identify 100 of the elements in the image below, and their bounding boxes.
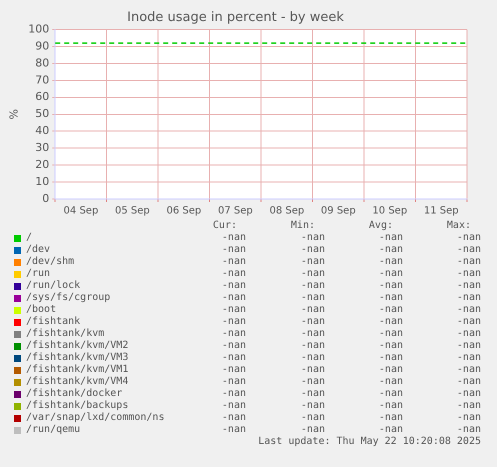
y-tick-label: 70 <box>35 73 50 86</box>
text: -nan <box>300 376 325 388</box>
text: -nan <box>300 304 325 316</box>
y-tick-label: 80 <box>35 56 50 70</box>
text: -nan <box>222 352 246 364</box>
text: Min: <box>290 220 315 232</box>
legend-label: /run/lock <box>26 280 80 292</box>
text: -nan <box>456 412 481 424</box>
text: -nan <box>300 316 325 328</box>
text: -nan <box>378 412 403 424</box>
text: -nan <box>222 400 246 412</box>
text: -nan <box>222 232 246 244</box>
text: -nan <box>300 340 325 352</box>
text: -nan <box>456 424 481 436</box>
text: -nan <box>378 232 403 244</box>
text: Last update: Thu May 22 10:20:08 2025 <box>258 436 481 448</box>
text: -nan <box>378 364 403 376</box>
text: -nan <box>222 328 246 340</box>
text: -nan <box>378 292 403 304</box>
text: -nan <box>456 280 481 292</box>
text: -nan <box>456 400 481 412</box>
text: -nan <box>300 400 325 412</box>
text: -nan <box>300 364 325 376</box>
legend-label: /fishtank/kvm/VM4 <box>26 376 128 388</box>
text: -nan <box>378 352 403 364</box>
text: Avg: <box>368 220 393 232</box>
text: -nan <box>222 412 246 424</box>
text: -nan <box>378 304 403 316</box>
y-tick-label: 60 <box>35 90 50 104</box>
text: -nan <box>378 424 403 436</box>
text: -nan <box>378 328 403 340</box>
legend-label: /fishtank/kvm/VM2 <box>26 340 128 352</box>
legend-label: /run <box>26 268 50 280</box>
legend-label: /fishtank <box>26 316 80 328</box>
x-tick-label: 06 Sep <box>166 206 202 217</box>
y-tick-label: 20 <box>35 158 50 171</box>
text: -nan <box>300 292 325 304</box>
text: -nan <box>378 316 403 328</box>
text: -nan <box>222 256 246 268</box>
text: -nan <box>456 316 481 328</box>
y-tick-label: 30 <box>35 141 50 154</box>
y-tick-label: 40 <box>35 124 50 138</box>
y-axis-title: % <box>7 109 20 120</box>
text: -nan <box>378 268 403 280</box>
text: -nan <box>222 244 246 256</box>
text: -nan <box>222 364 246 376</box>
text: -nan <box>222 376 246 388</box>
text: -nan <box>456 232 481 244</box>
text: -nan <box>456 328 481 340</box>
legend-label: /fishtank/kvm <box>26 328 104 340</box>
text: -nan <box>378 244 403 256</box>
text: -nan <box>300 256 325 268</box>
text: -nan <box>222 340 246 352</box>
text: -nan <box>378 340 403 352</box>
text: -nan <box>456 352 481 364</box>
chart-title: Inode usage in percent - by week <box>127 10 344 26</box>
text: Max: <box>446 220 471 232</box>
legend-label: /var/snap/lxd/common/ns <box>26 412 164 424</box>
text: -nan <box>456 340 481 352</box>
y-tick-label: 90 <box>35 39 50 52</box>
text: -nan <box>300 424 325 436</box>
legend-label: /dev/shm <box>26 256 74 268</box>
legend-label: /fishtank/docker <box>26 388 122 400</box>
text: -nan <box>456 256 481 268</box>
text: -nan <box>222 388 246 400</box>
legend-label: /fishtank/kvm/VM3 <box>26 352 128 364</box>
text: -nan <box>222 280 246 292</box>
text: -nan <box>378 400 403 412</box>
y-tick-label: 10 <box>35 174 50 188</box>
x-tick-label: 05 Sep <box>115 206 150 217</box>
text: -nan <box>456 304 481 316</box>
text: -nan <box>300 244 325 256</box>
x-tick-label: 11 Sep <box>424 206 459 217</box>
text: -nan <box>456 244 481 256</box>
legend-label: /fishtank/kvm/VM1 <box>26 364 128 376</box>
legend-label: /sys/fs/cgroup <box>26 292 110 304</box>
text: -nan <box>456 364 481 376</box>
text: -nan <box>300 388 325 400</box>
legend-label: /fishtank/backups <box>26 400 128 412</box>
y-tick-label: 50 <box>35 107 50 120</box>
text: -nan <box>378 280 403 292</box>
text: -nan <box>222 292 246 304</box>
text: -nan <box>222 304 246 316</box>
legend-label: / <box>26 232 32 244</box>
text: -nan <box>300 328 325 340</box>
text: -nan <box>300 280 325 292</box>
x-tick-label: 07 Sep <box>218 206 253 217</box>
text: -nan <box>300 268 325 280</box>
y-tick-label: 100 <box>28 22 50 36</box>
text: -nan <box>300 412 325 424</box>
legend-label: /boot <box>26 304 56 316</box>
x-tick-label: 09 Sep <box>320 206 356 217</box>
text: -nan <box>378 256 403 268</box>
text: -nan <box>300 232 325 244</box>
text: -nan <box>456 292 481 304</box>
text: -nan <box>222 424 246 436</box>
x-tick-label: 08 Sep <box>269 206 304 217</box>
x-tick-label: 10 Sep <box>372 206 408 217</box>
legend-label: /dev <box>26 244 50 256</box>
legend-label: /run/qemu <box>26 424 80 436</box>
